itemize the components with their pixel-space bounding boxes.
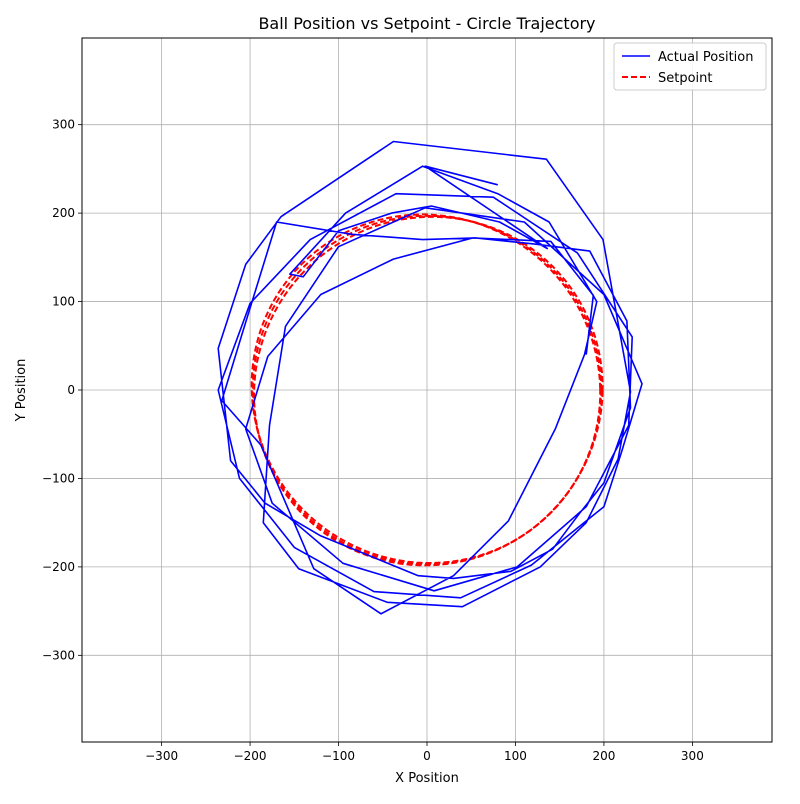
chart-title: Ball Position vs Setpoint - Circle Traje… [258, 14, 595, 33]
legend-label-setpoint: Setpoint [658, 71, 713, 86]
x-tick-label: 100 [504, 749, 527, 763]
x-tick-label: 300 [681, 749, 704, 763]
x-tick-label: −100 [322, 749, 355, 763]
y-tick-label: −100 [42, 471, 75, 485]
y-tick-label: −200 [42, 560, 75, 574]
x-tick-label: −300 [145, 749, 178, 763]
y-tick-label: 0 [67, 383, 75, 397]
series-group [217, 140, 643, 615]
x-tick-label: 200 [592, 749, 615, 763]
legend-label-actual: Actual Position [658, 50, 753, 65]
x-tick-label: −200 [234, 749, 267, 763]
y-axis-label: Y Position [14, 359, 29, 423]
legend-box [613, 42, 767, 91]
axis-ticks: −300 −200 −100 0 100 200 300 −300 −200 −100 0 100 20… [42, 118, 704, 763]
y-tick-label: 100 [52, 295, 75, 309]
legend: Actual Position Setpoint [613, 42, 767, 91]
actual-position-line [217, 140, 643, 615]
y-tick-label: 300 [52, 118, 75, 132]
x-axis-label: X Position [395, 771, 459, 786]
grid-lines [82, 38, 772, 742]
x-tick-label: 0 [423, 749, 431, 763]
y-tick-label: 200 [52, 206, 75, 220]
y-tick-label: −300 [42, 648, 75, 662]
